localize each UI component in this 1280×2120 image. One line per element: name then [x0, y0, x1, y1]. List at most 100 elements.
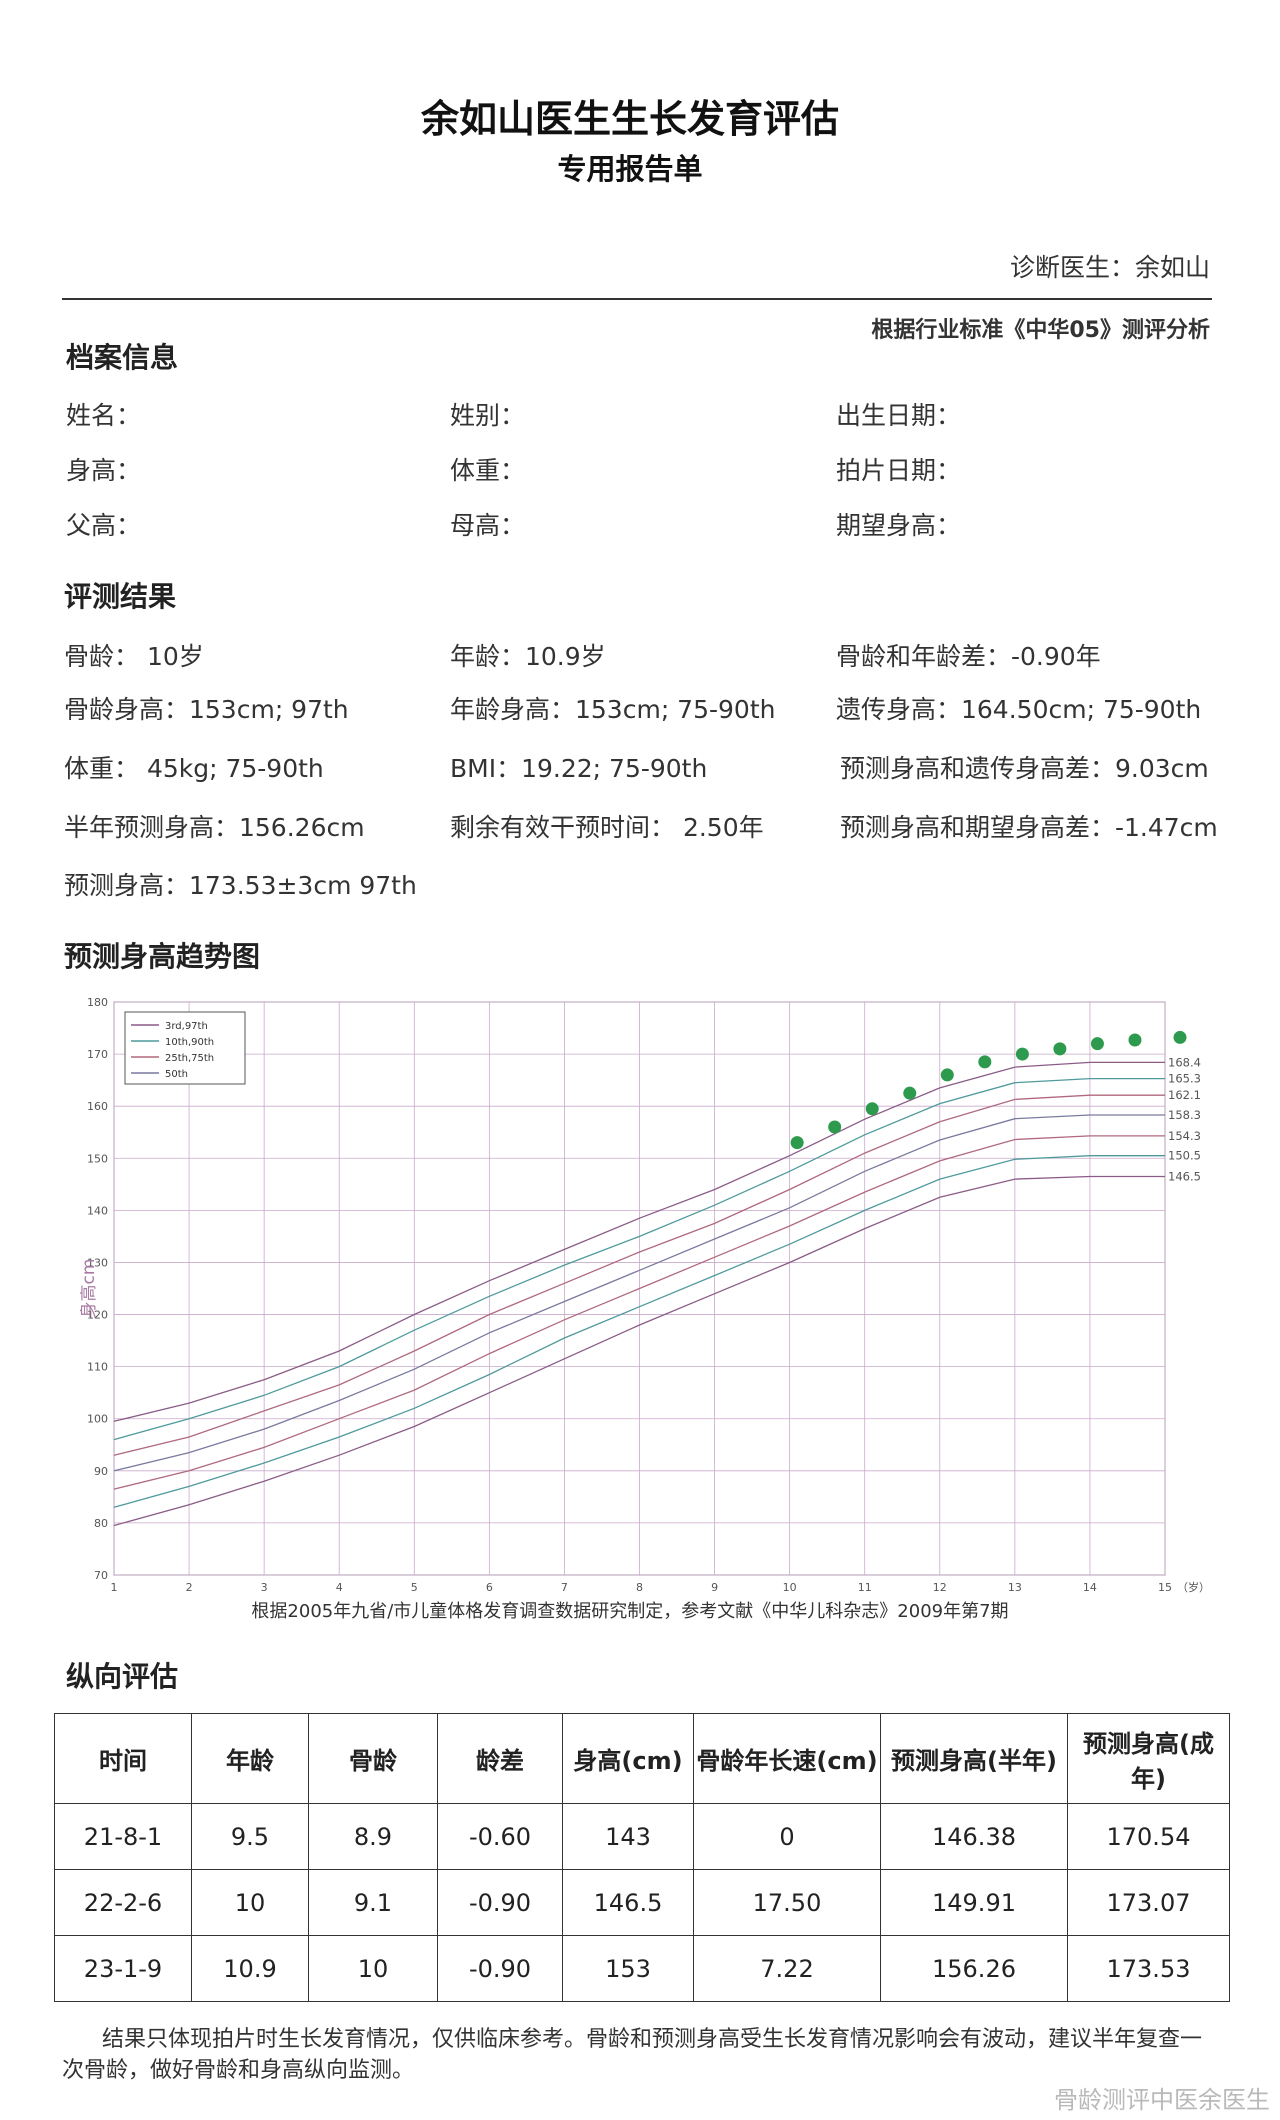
cell-age: 9.5 [191, 1803, 309, 1870]
cell-height: 143 [562, 1803, 694, 1870]
watermark: 骨龄测评中医余医生 [1054, 2086, 1270, 2114]
field-name: 姓名： [66, 401, 142, 430]
percentile-line [113, 1114, 1165, 1472]
field-gender: 姓别： [450, 401, 526, 430]
y-axis-label: 身高cm [80, 1259, 99, 1319]
result-genetic-diff: 预测身高和遗传身高差：9.03cm [840, 754, 1209, 783]
predicted-height-point [940, 1068, 954, 1082]
x-tick-label: 15 [1158, 1581, 1172, 1594]
col-bone-age: 骨龄 [308, 1713, 438, 1804]
result-expected-diff: 预测身高和期望身高差：-1.47cm [840, 813, 1218, 842]
cell-bone-age: 8.9 [308, 1803, 438, 1870]
y-tick-label: 140 [87, 1204, 108, 1217]
predicted-height-point [1090, 1037, 1104, 1051]
y-tick-label: 110 [87, 1361, 108, 1374]
growth-chart: 123456789101112131415（岁）7080901001101201… [79, 990, 1210, 1602]
col-growth-rate: 骨龄年长速(cm) [693, 1713, 881, 1804]
cell-growth-rate: 0 [693, 1803, 881, 1870]
cell-pred-half-year: 156.26 [880, 1935, 1068, 2002]
percentile-end-label: 158.3 [1168, 1108, 1201, 1122]
chart-caption: 根据2005年九省/市儿童体格发育调查数据研究制定，参考文献《中华儿科杂志》20… [251, 1601, 1009, 1622]
percentile-end-label: 168.4 [1168, 1055, 1201, 1069]
cell-pred-adult: 170.54 [1067, 1803, 1230, 1870]
cell-growth-rate: 17.50 [693, 1869, 881, 1936]
cell-pred-adult: 173.53 [1067, 1935, 1230, 2002]
percentile-line [113, 1077, 1165, 1441]
legend-label: 25th,75th [165, 1053, 214, 1064]
percentile-line [113, 1061, 1165, 1422]
cell-growth-rate: 7.22 [693, 1935, 881, 2002]
report-title: 余如山医生生长发育评估 [420, 97, 839, 141]
y-tick-label: 150 [87, 1152, 108, 1165]
cell-time: 23-1-9 [54, 1935, 192, 2002]
cell-bone-age: 9.1 [308, 1869, 438, 1936]
col-time: 时间 [54, 1713, 192, 1804]
x-tick-label: 9 [711, 1581, 718, 1594]
result-predicted-height: 预测身高：173.53±3cm 97th [64, 871, 417, 900]
result-age-height: 年龄身高：153cm; 75-90th [450, 695, 776, 724]
x-tick-label: 1 [111, 1581, 118, 1594]
standard-note: 根据行业标准《中华05》测评分析 [871, 318, 1210, 343]
percentile-line [113, 1155, 1165, 1508]
y-tick-label: 90 [94, 1465, 108, 1478]
result-weight: 体重： 45kg; 75-90th [64, 754, 324, 783]
y-tick-label: 180 [87, 996, 108, 1009]
result-half-year-prediction: 半年预测身高：156.26cm [64, 813, 365, 842]
percentile-end-label: 162.1 [1168, 1088, 1201, 1102]
field-xray-date: 拍片日期： [836, 456, 962, 485]
col-age: 年龄 [191, 1713, 309, 1804]
x-tick-label: 5 [411, 1581, 418, 1594]
cell-age-diff: -0.90 [437, 1935, 563, 2002]
x-tick-label: 3 [261, 1581, 268, 1594]
x-tick-label: 2 [186, 1581, 193, 1594]
predicted-height-point [1053, 1042, 1067, 1056]
y-tick-label: 80 [94, 1517, 108, 1530]
predicted-height-point [1173, 1030, 1187, 1044]
x-tick-label: 10 [783, 1581, 797, 1594]
header-divider [62, 298, 1212, 300]
result-genetic-height: 遗传身高：164.50cm; 75-90th [836, 695, 1202, 724]
y-tick-label: 130 [87, 1256, 108, 1269]
report-subtitle: 专用报告单 [557, 152, 703, 186]
x-tick-label: 7 [561, 1581, 568, 1594]
result-remaining-time: 剩余有效干预时间： 2.50年 [450, 813, 764, 842]
trend-heading: 预测身高趋势图 [64, 940, 261, 973]
cell-time: 21-8-1 [54, 1803, 192, 1870]
result-age-diff: 骨龄和年龄差：-0.90年 [836, 642, 1101, 671]
result-bone-age-height: 骨龄身高：153cm; 97th [64, 695, 349, 724]
percentile-line [113, 1094, 1165, 1456]
cell-bone-age: 10 [308, 1935, 438, 2002]
percentile-end-label: 146.5 [1168, 1170, 1201, 1184]
longitudinal-heading: 纵向评估 [66, 1660, 179, 1693]
field-father-height: 父高： [66, 511, 142, 540]
legend-label: 50th [165, 1069, 188, 1080]
result-bmi: BMI：19.22; 75-90th [450, 754, 708, 783]
table-row: 21-8-1 9.5 8.9 -0.60 143 0 146.38 170.54 [54, 1803, 1230, 1870]
col-pred-adult: 预测身高(成年) [1067, 1713, 1230, 1804]
cell-time: 22-2-6 [54, 1869, 192, 1936]
x-tick-label: 8 [636, 1581, 643, 1594]
cell-height: 153 [562, 1935, 694, 2002]
table-header-row: 时间 年龄 骨龄 龄差 身高(cm) 骨龄年长速(cm) 预测身高(半年) 预测… [54, 1713, 1230, 1804]
cell-age-diff: -0.60 [437, 1803, 563, 1870]
results-heading: 评测结果 [64, 580, 177, 613]
col-height: 身高(cm) [562, 1713, 694, 1804]
cell-age: 10 [191, 1869, 309, 1936]
legend-label: 3rd,97th [165, 1021, 208, 1032]
x-tick-label: 13 [1008, 1581, 1022, 1594]
y-tick-label: 170 [87, 1048, 108, 1061]
x-tick-label: 14 [1083, 1581, 1097, 1594]
field-birthdate: 出生日期： [836, 401, 962, 430]
percentile-line [113, 1135, 1165, 1490]
x-unit-label: （岁） [1177, 1580, 1205, 1594]
x-tick-label: 11 [858, 1581, 872, 1594]
cell-pred-adult: 173.07 [1067, 1869, 1230, 1936]
longitudinal-table: 时间 年龄 骨龄 龄差 身高(cm) 骨龄年长速(cm) 预测身高(半年) 预测… [54, 1713, 1230, 2002]
col-pred-half-year: 预测身高(半年) [880, 1713, 1068, 1804]
legend-box [124, 1011, 246, 1085]
predicted-height-point [828, 1120, 842, 1134]
result-bone-age: 骨龄： 10岁 [64, 642, 204, 671]
percentile-end-label: 165.3 [1168, 1072, 1201, 1086]
field-mother-height: 母高： [450, 511, 526, 540]
predicted-height-point [1128, 1033, 1142, 1047]
